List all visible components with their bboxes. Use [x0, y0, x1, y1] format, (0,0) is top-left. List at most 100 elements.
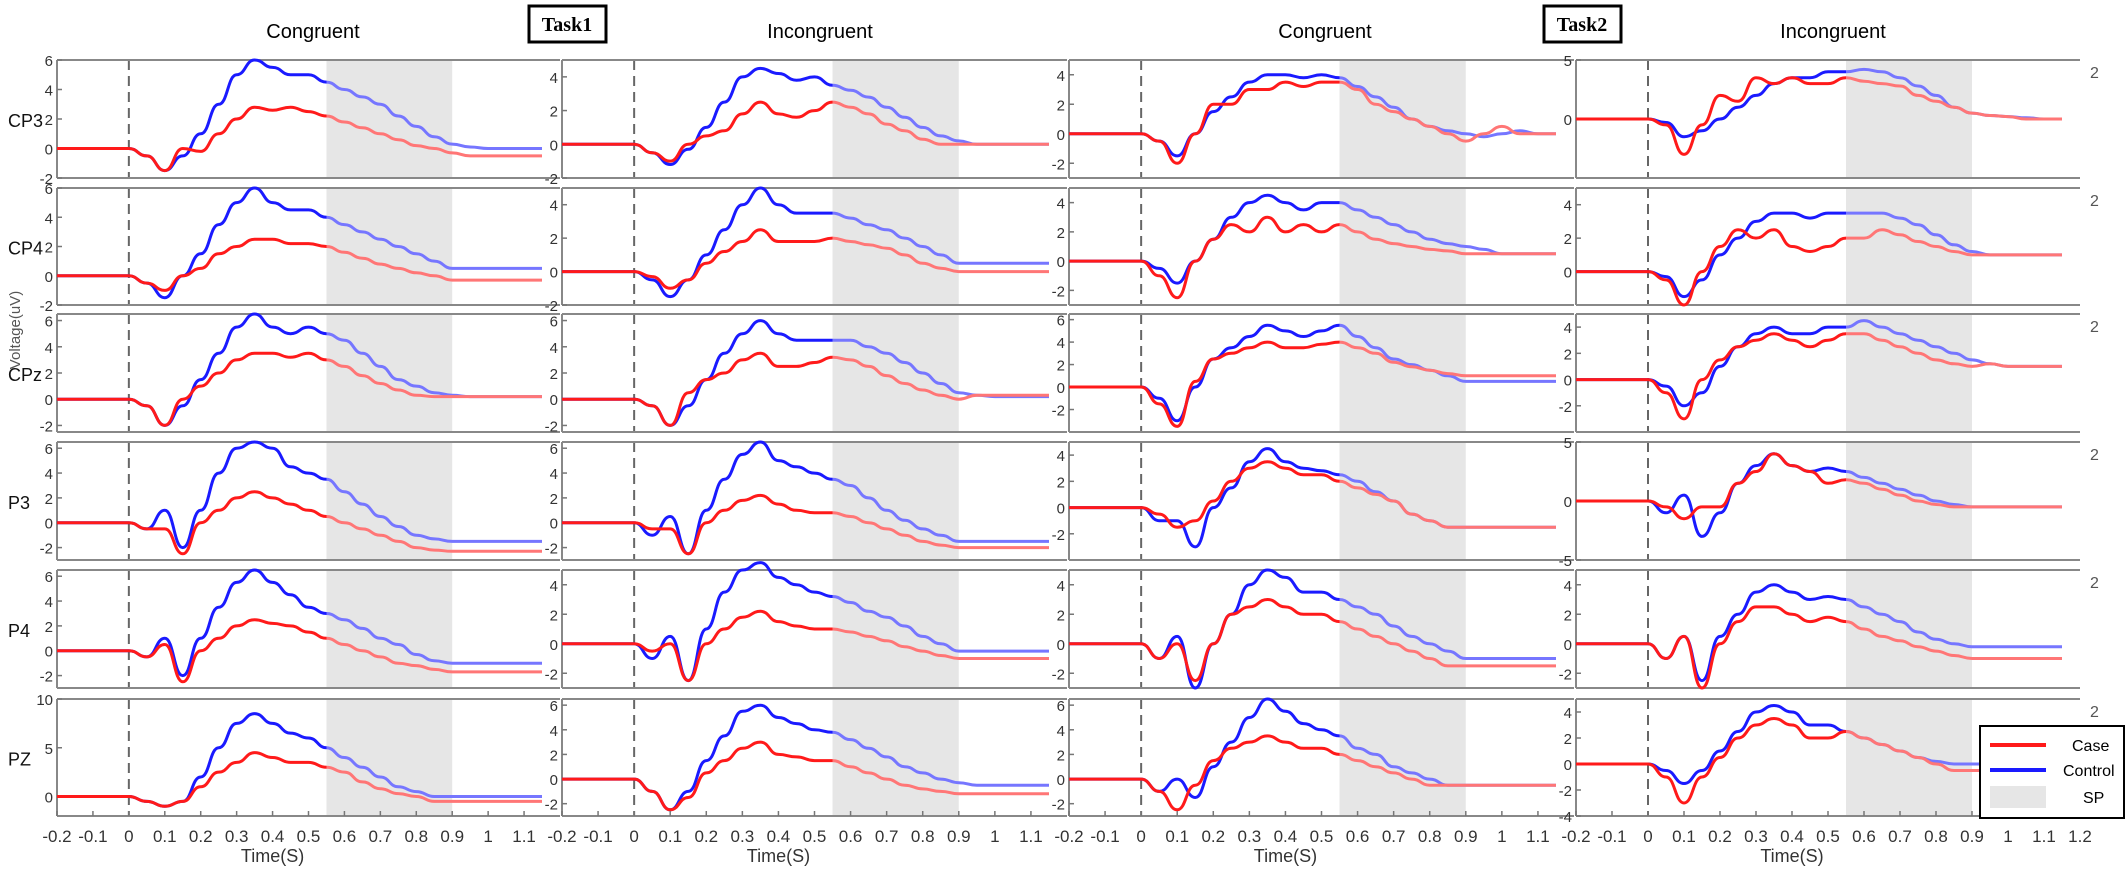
case-waveform-sp	[326, 636, 542, 674]
case-waveform-sp	[1339, 223, 1556, 256]
case-waveform	[562, 740, 833, 812]
case-waveform	[1576, 605, 1847, 690]
y-tick-label: -2	[545, 541, 558, 558]
y-tick-label: -2	[545, 797, 558, 814]
case-waveform-sp	[1845, 478, 2062, 509]
column-title-2: Incongruent	[767, 21, 873, 43]
y-tick-label: -2	[545, 298, 558, 315]
y-tick-label: 4	[550, 198, 558, 215]
x-tick-label: 0	[1136, 827, 1145, 846]
x-tick-label: 0.1	[153, 827, 177, 846]
case-waveform	[1575, 76, 1847, 156]
y-tick-label: 6	[550, 314, 558, 331]
x-tick-label: 0.1	[1672, 827, 1696, 846]
panel-cpz-col2: 6 4 2 0 -2	[545, 313, 1067, 435]
channel-label-p4: P4	[8, 621, 30, 641]
y-tick-label: 4	[550, 723, 558, 740]
x-tick-label: 0.2	[694, 827, 718, 846]
case-waveform-sp	[1339, 479, 1557, 529]
y-tick-label: 0	[550, 772, 558, 789]
panel-cp4-col1: 6 4 2 0 -2	[40, 181, 560, 315]
case-waveform	[1576, 717, 1847, 805]
y-axis-label: Voltage(uV)	[7, 291, 24, 369]
y-tick-label: 2	[1057, 747, 1065, 764]
y-tick-label: -2	[1052, 403, 1065, 420]
case-waveform-sp	[1339, 340, 1556, 378]
x-tick-label: 0.6	[839, 827, 863, 846]
right-edge-label: 2	[2090, 575, 2099, 592]
y-tick-label: 6	[1057, 698, 1065, 715]
y-tick-label: 2	[45, 366, 53, 383]
right-edge-label: 2	[2090, 447, 2099, 464]
control-waveform	[56, 440, 327, 550]
y-tick-label: 2	[550, 231, 558, 248]
y-tick-label: 0	[1564, 265, 1572, 282]
case-waveform	[57, 105, 327, 173]
control-waveform-sp	[1339, 323, 1556, 383]
case-waveform	[1575, 452, 1847, 521]
y-tick-label: 0	[45, 516, 53, 533]
y-tick-label: 6	[45, 569, 53, 586]
case-waveform	[1069, 215, 1340, 300]
y-tick-label: 0	[45, 142, 53, 159]
control-waveform	[1576, 704, 1847, 785]
sp-window	[832, 570, 959, 688]
x-tick-label: 0.4	[261, 827, 285, 846]
case-waveform-sp	[326, 358, 543, 399]
x-tick-label: 1.1	[1526, 827, 1550, 846]
x-tick-label: 1	[1497, 827, 1506, 846]
case-waveform-sp	[832, 100, 1049, 146]
control-waveform-sp	[1339, 598, 1556, 660]
sp-window	[832, 699, 959, 816]
case-waveform	[1068, 340, 1340, 428]
right-edge-label: 2	[2090, 65, 2099, 82]
control-waveform-sp	[832, 211, 1049, 265]
y-tick-label: 0	[1564, 112, 1572, 129]
figure-header: Congruent Incongruent Congruent Incongru…	[7, 4, 1886, 369]
y-tick-label: 6	[1057, 313, 1065, 330]
panel-cp4-col3: 4 2 0 -2	[1052, 187, 1574, 306]
x-tick-label: 0.9	[1454, 827, 1478, 846]
panel-p3-col1: 6 4 2 0 -2	[40, 440, 560, 561]
y-tick-label: 10	[36, 692, 53, 709]
y-tick-label: 0	[550, 137, 558, 154]
sp-window	[1846, 699, 1972, 816]
x-tick-label: 0.5	[803, 827, 827, 846]
y-tick-label: 2	[550, 104, 558, 121]
x-tick-label: 1.1	[512, 827, 536, 846]
sp-window	[326, 188, 453, 305]
panel-p3-col2: 6 4 2 0 -2	[545, 440, 1067, 561]
task2-box	[1542, 4, 1623, 44]
x-tick-label: 0.5	[1816, 827, 1840, 846]
x-tick-label: 0	[1643, 827, 1652, 846]
y-tick-label: 0	[1057, 637, 1065, 654]
x-tick-label: 0.4	[1274, 827, 1298, 846]
y-tick-label: 4	[45, 83, 53, 100]
y-tick-label: 5	[1564, 435, 1572, 452]
control-waveform-sp	[326, 215, 542, 270]
case-waveform-sp	[1845, 76, 2062, 121]
y-tick-label: 6	[45, 314, 53, 331]
y-tick-label: -2	[1559, 783, 1572, 800]
x-tick-label: 0.3	[731, 827, 755, 846]
x-tick-label: 0.9	[1960, 827, 1984, 846]
x-tick-label: 0	[629, 827, 638, 846]
y-tick-label: -4	[1559, 809, 1572, 826]
panel-p4-col2: 4 2 0 -2	[545, 561, 1067, 689]
y-tick-label: 0	[1057, 380, 1065, 397]
y-tick-label: -2	[1052, 666, 1065, 683]
control-waveform	[1069, 568, 1340, 690]
y-tick-label: 4	[1564, 578, 1572, 595]
y-tick-label: 0	[550, 516, 558, 533]
x-tick-label: 0.6	[1852, 827, 1876, 846]
x-tick-label: -0.1	[583, 827, 612, 846]
y-tick-label: 0	[45, 644, 53, 661]
x-axis-label: Time(S)	[1760, 846, 1823, 866]
panel-grid: CP3 6 4 2 0 -2 4 2 0 -2 4 2 0 -2 5 0 2 CP4 6 4 2 0 -2 4 2 0 -2 4 2 0 -…	[8, 53, 2099, 826]
case-waveform-sp	[1846, 332, 2062, 368]
x-tick-label: 0.1	[658, 827, 682, 846]
y-tick-label: 2	[45, 112, 53, 129]
y-tick-label: -2	[545, 171, 558, 188]
y-tick-label: 4	[1564, 320, 1572, 337]
y-tick-label: 4	[1057, 196, 1065, 213]
